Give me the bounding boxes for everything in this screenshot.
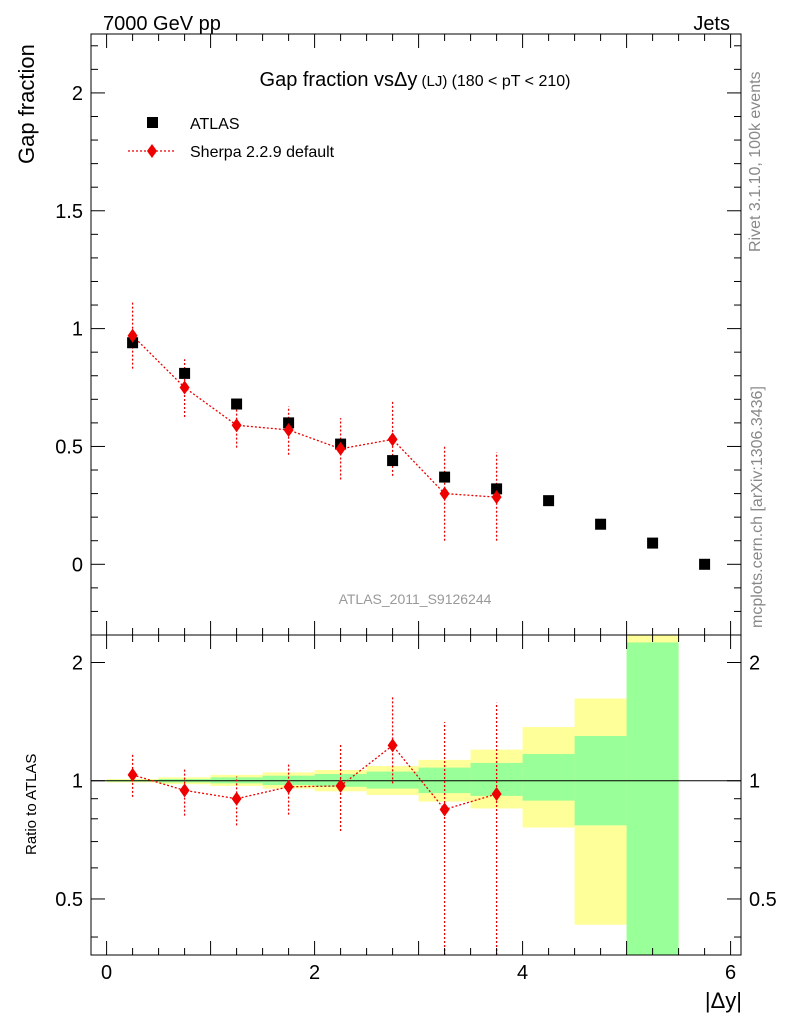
y-tick-label: 1 — [72, 319, 83, 341]
ratio-sherpa-point — [283, 779, 294, 794]
main-panel: 0 0.5 1 1.5 2 Gap fraction vsΔy (LJ) (180 < … — [14, 33, 742, 636]
ratio-y-tick-label-left: 1 — [72, 771, 83, 793]
ratio-sherpa-point — [439, 802, 450, 817]
atlas-point — [647, 537, 659, 549]
chart-title-range: (180 < pT < 210) — [452, 73, 571, 90]
main-panel-frame — [90, 33, 742, 636]
atlas-point — [231, 398, 243, 410]
atlas-point — [127, 337, 139, 349]
legend: ATLAS Sherpa 2.2.9 default — [128, 116, 335, 161]
x-tick-label: 0 — [101, 962, 112, 984]
sherpa-point — [231, 418, 242, 433]
ratio-band-green — [626, 642, 679, 955]
x-tick-label: 2 — [309, 962, 320, 984]
sherpa-point — [335, 441, 346, 456]
ratio-y-tick-label-left: 0.5 — [55, 889, 83, 911]
watermark: ATLAS_2011_S9126244 — [339, 591, 492, 607]
rivet-label: Rivet 3.1.10, 100k events — [747, 71, 764, 252]
sherpa-point — [127, 328, 138, 343]
legend-atlas-label: ATLAS — [190, 116, 240, 133]
ratio-panel-bands — [106, 635, 679, 955]
sherpa-point — [439, 486, 450, 501]
atlas-point — [179, 367, 191, 379]
atlas-point — [491, 483, 503, 495]
header-jets: Jets — [693, 13, 730, 35]
header-energy: 7000 GeV pp — [103, 13, 221, 35]
chart-title-lj: (LJ) — [417, 73, 451, 90]
mcplots-label: mcplots.cern.ch [arXiv:1306.3436] — [749, 386, 766, 628]
sherpa-line — [132, 335, 497, 498]
atlas-point — [439, 471, 451, 483]
ratio-y-tick-label-right: 2 — [749, 653, 760, 675]
ratio-panel-axes: 0.5 0.5 1 1 2 2 0 2 4 6 — [55, 634, 777, 984]
ratio-panel: 0.5 0.5 1 1 2 2 0 2 4 6 Ratio to ATLAS |Δy| — [23, 634, 777, 1013]
y-tick-label: 0.5 — [55, 436, 83, 458]
chart-title: Gap fraction vsΔy (LJ) (180 < pT < 210) — [260, 69, 571, 91]
ratio-band-green — [522, 753, 575, 801]
ratio-sherpa-point — [491, 787, 502, 802]
legend-sherpa-marker — [147, 144, 157, 158]
ratio-y-tick-label-right: 1 — [749, 771, 760, 793]
ratio-y-tick-label-right: 0.5 — [749, 889, 777, 911]
chart-title-main: Gap fraction vs — [260, 69, 395, 91]
y-tick-label: 0 — [72, 554, 83, 576]
ratio-panel-frame — [90, 634, 742, 956]
ratio-y-axis-title: Ratio to ATLAS — [23, 754, 40, 855]
atlas-point — [283, 417, 295, 429]
chart-title-delta: Δy — [394, 69, 417, 91]
sherpa-point — [179, 380, 190, 395]
legend-sherpa-label: Sherpa 2.2.9 default — [190, 144, 335, 161]
ratio-sherpa-point — [335, 778, 346, 793]
sherpa-point — [491, 490, 502, 505]
main-panel-data — [127, 302, 711, 570]
main-panel-axes: 0 0.5 1 1.5 2 — [55, 33, 742, 636]
ratio-y-tick-label-left: 2 — [72, 653, 83, 675]
x-tick-label: 4 — [517, 962, 528, 984]
atlas-point — [699, 558, 711, 570]
y-tick-label: 2 — [72, 83, 83, 105]
ratio-sherpa-point — [127, 767, 138, 782]
ratio-band-green — [366, 771, 419, 789]
sherpa-point — [283, 422, 294, 437]
y-axis-title: Gap fraction — [14, 44, 39, 164]
x-axis-title: |Δy| — [705, 988, 742, 1013]
ratio-panel-data — [91, 697, 741, 955]
atlas-point — [387, 455, 399, 467]
ratio-sherpa-point — [387, 738, 398, 753]
atlas-point — [543, 495, 555, 507]
ratio-sherpa-point — [179, 783, 190, 798]
ratio-sherpa-point — [231, 791, 242, 806]
x-tick-label: 6 — [725, 962, 736, 984]
atlas-point — [595, 518, 607, 530]
legend-atlas-marker — [147, 117, 158, 128]
y-tick-label: 1.5 — [55, 201, 83, 223]
sherpa-point — [387, 432, 398, 447]
